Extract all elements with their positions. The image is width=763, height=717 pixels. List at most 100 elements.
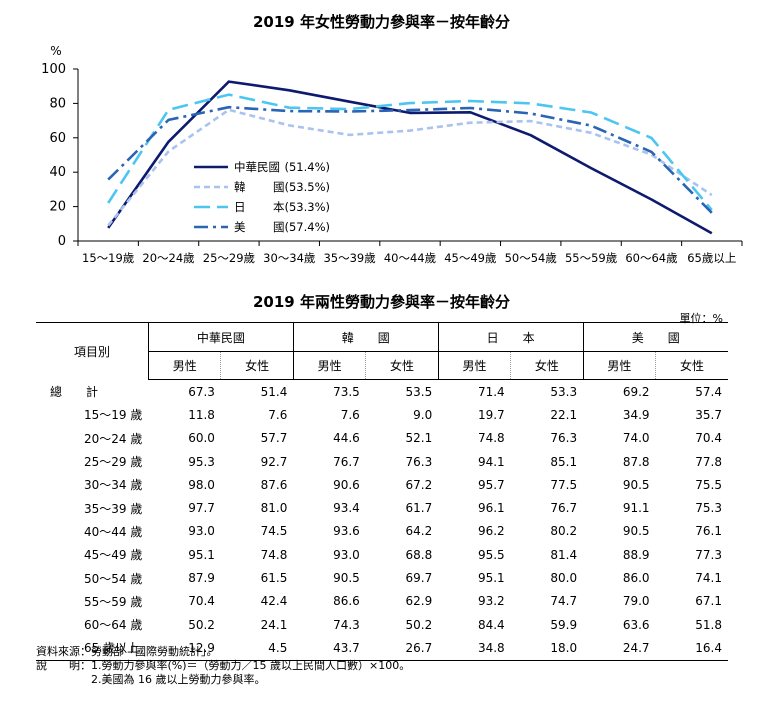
table-cell: 76.7 [333,454,360,469]
y-tick-label: 0 [58,234,66,249]
table-cell: 90.6 [333,477,360,492]
x-tick-label: 45～49歲 [444,251,496,265]
table-row: 20～24 歲 60.0 57.7 44.6 52.1 74.8 76.3 74.0 70.4 [36,427,728,450]
series-line-3 [107,105,713,214]
row-label-text: 30～34 歲 [84,478,143,493]
table-cell: 95.1 [477,571,505,586]
table-cell: 98.0 [188,477,215,492]
table-cell: 76.3 [550,431,578,446]
item-header: 項目別 [36,322,149,380]
table-cell: 34.9 [622,407,650,422]
table-cell: 12.9 [148,636,221,661]
note-source: 資料來源：勞動部「國際勞動統計」。 [36,645,218,658]
legend-label: 國(53.5%) [273,180,330,194]
table-cell: 80.2 [550,524,578,539]
row-label-text: 總 計 [50,384,99,399]
table-cell: 24.1 [260,617,288,632]
row-label: 25～29 歲 [36,450,149,473]
table-cell: 4.5 [220,636,294,661]
x-tick-label: 55～59歲 [565,251,617,265]
table-cell: 67.1 [695,594,722,609]
table-row: 40～44 歲 93.0 74.5 93.6 64.2 96.2 80.2 90.5 76.1 [36,520,728,543]
table-cell: 35.7 [695,407,722,422]
table-cell: 93.0 [333,547,360,562]
table-cell: 68.8 [405,547,433,562]
table-cell: 93.2 [477,594,505,609]
table-row: 30～34 歲 98.0 87.6 90.6 67.2 95.7 77.5 90.5 75.5 [36,473,728,496]
table-cell: 80.0 [550,571,578,586]
y-tick-label: 20 [49,200,66,215]
table-cell: 53.5 [405,384,433,399]
table-cell: 43.7 [293,636,366,661]
table-cell: 96.2 [477,524,505,539]
x-tick-label: 65歲以上 [687,251,736,265]
table-cell: 64.2 [405,524,433,539]
group-header-usa: 美 國 [582,322,728,352]
table-cell: 22.1 [550,407,578,422]
row-label-text: 65 歲以上 [84,641,140,656]
table-row: 35～39 歲 97.7 81.0 93.4 61.7 96.1 76.7 91.1 75.3 [36,496,728,519]
table-cell: 95.1 [188,547,215,562]
legend-label: (51.4%) [284,160,330,174]
table-cell: 76.3 [405,454,433,469]
sub-header-male: 男性 [437,351,511,380]
x-tick-label: 25～29歲 [203,251,255,265]
table-cell: 74.7 [550,594,578,609]
x-tick-label: 35～39歲 [323,251,375,265]
x-tick-label: 30～34歲 [263,251,315,265]
legend-label: 中華民國 [234,160,280,174]
group-header-taiwan: 中華民國 [148,322,294,352]
table-cell: 60.0 [188,431,215,446]
sub-header-male: 男性 [292,351,366,380]
data-table: 項目別 中華民國 韓 國 日 本 美 國 男性 女性 男性 女性 男性 女性 男… [36,322,728,661]
group-header-japan: 日 本 [437,322,584,352]
table-row: 55～59 歲 70.4 42.4 86.6 62.9 93.2 74.7 79.0 67.1 [36,590,728,613]
table-cell: 95.5 [477,547,505,562]
table-cell: 74.1 [695,571,722,586]
table-cell: 52.1 [405,431,433,446]
table-cell: 74.8 [260,547,288,562]
table-cell: 9.0 [413,407,433,422]
x-tick-label: 60～64歲 [625,251,677,265]
legend-label: 本(53.3%) [273,200,330,214]
row-label-text: 25～29 歲 [84,455,143,470]
table-cell: 7.6 [340,407,360,422]
row-label: 60～64 歲 [36,613,149,636]
x-tick-label: 15～19歲 [82,251,134,265]
x-tick-label: 40～44歲 [384,251,436,265]
table-cell: 57.4 [695,384,722,399]
table-row: 25～29 歲 95.3 92.7 76.7 76.3 94.1 85.1 87.8 77.8 [36,450,728,473]
y-tick-label: 60 [49,131,66,146]
table-cell: 87.9 [188,571,215,586]
table-cell: 95.3 [188,454,215,469]
table-cell: 57.7 [260,431,288,446]
table-row: 50～54 歲 87.9 61.5 90.5 69.7 95.1 80.0 86.0 74.1 [36,566,728,589]
table-cell: 90.5 [622,477,650,492]
table-cell: 76.1 [695,524,722,539]
table-sub-header-row: 男性 女性 男性 女性 男性 女性 男性 女性 [36,351,728,380]
row-label: 40～44 歲 [36,520,149,543]
table-row: 45～49 歲 95.1 74.8 93.0 68.8 95.5 81.4 88.9 77.3 [36,543,728,566]
table-group-header-row: 項目別 中華民國 韓 國 日 本 美 國 [36,322,728,380]
y-tick-label: 80 [49,96,66,111]
row-label: 30～34 歲 [36,473,149,496]
table-cell: 74.5 [260,524,288,539]
table-cell: 75.5 [695,477,722,492]
y-tick-label: 100 [41,62,66,77]
table-cell: 74.3 [333,617,360,632]
table-cell: 19.7 [477,407,505,422]
row-label: 20～24 歲 [36,427,149,450]
table-cell: 59.9 [550,617,578,632]
row-label: 總 計 [36,380,149,404]
table-cell: 51.8 [695,617,722,632]
table-cell: 62.9 [405,594,433,609]
table-cell: 90.5 [622,524,650,539]
x-tick-label: 50～54歲 [505,251,557,265]
table-cell: 24.7 [583,636,656,661]
table-cell: 93.0 [188,524,215,539]
sub-header-female: 女性 [510,351,584,380]
row-label-text: 55～59 歲 [84,594,143,609]
table-cell: 81.0 [260,501,288,516]
table-cell: 67.2 [405,477,433,492]
row-label: 65 歲以上 [36,636,149,661]
